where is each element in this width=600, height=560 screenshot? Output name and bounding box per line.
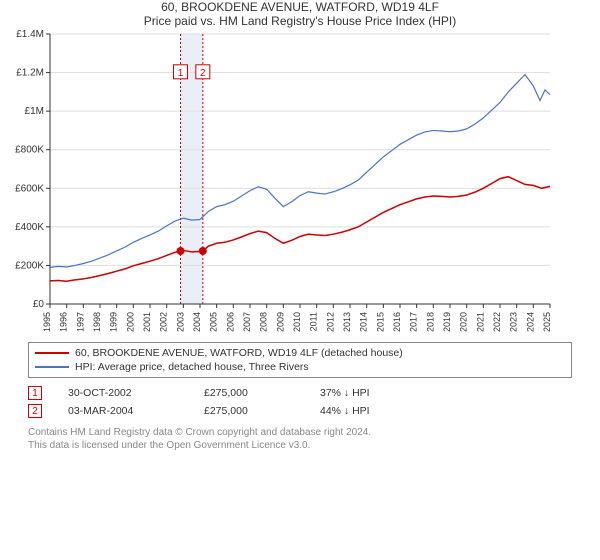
svg-text:2012: 2012: [325, 312, 335, 332]
svg-text:1995: 1995: [42, 312, 52, 332]
transaction-marker: 2: [28, 404, 42, 418]
svg-text:2019: 2019: [442, 312, 452, 332]
svg-text:1996: 1996: [59, 312, 69, 332]
price-chart: £0 £200K £400K £600K £800K £1M £1.2M £1.4M 1995 1…: [0, 28, 600, 338]
svg-text:2014: 2014: [359, 312, 369, 332]
transaction-date: 03-MAR-2004: [68, 405, 178, 417]
svg-text:1: 1: [178, 68, 184, 79]
transaction-price: £275,000: [204, 405, 294, 417]
chart-svg: £0 £200K £400K £600K £800K £1M £1.2M £1.4M 1995 1…: [0, 28, 560, 338]
footer-line-1: Contains HM Land Registry data © Crown c…: [28, 426, 572, 439]
svg-text:2017: 2017: [409, 312, 419, 332]
svg-text:2008: 2008: [259, 312, 269, 332]
svg-text:2009: 2009: [275, 312, 285, 332]
svg-text:2022: 2022: [492, 312, 502, 332]
footer-line-2: This data is licensed under the Open Gov…: [28, 439, 572, 452]
legend-item: HPI: Average price, detached house, Thre…: [35, 360, 565, 374]
svg-text:2010: 2010: [292, 312, 302, 332]
transaction-delta: 44% ↓ HPI: [320, 405, 370, 417]
svg-text:2018: 2018: [425, 312, 435, 332]
svg-text:2021: 2021: [475, 312, 485, 332]
svg-text:£1M: £1M: [25, 106, 44, 117]
footer-attribution: Contains HM Land Registry data © Crown c…: [28, 426, 572, 452]
transaction-row: 1 30-OCT-2002 £275,000 37% ↓ HPI: [28, 384, 572, 402]
transactions-table: 1 30-OCT-2002 £275,000 37% ↓ HPI 2 03-MAR-200…: [28, 384, 572, 420]
svg-text:£0: £0: [33, 299, 45, 310]
svg-text:2006: 2006: [225, 312, 235, 332]
svg-text:1999: 1999: [109, 312, 119, 332]
svg-text:£800K: £800K: [15, 145, 44, 156]
transaction-row: 2 03-MAR-2004 £275,000 44% ↓ HPI: [28, 402, 572, 420]
chart-title-2: Price paid vs. HM Land Registry's House …: [0, 14, 600, 28]
transaction-delta: 37% ↓ HPI: [320, 387, 370, 399]
svg-text:2024: 2024: [525, 312, 535, 332]
svg-text:2023: 2023: [509, 312, 519, 332]
legend-label: 60, BROOKDENE AVENUE, WATFORD, WD19 4LF …: [75, 347, 403, 359]
chart-title-1: 60, BROOKDENE AVENUE, WATFORD, WD19 4LF: [0, 0, 600, 14]
svg-text:1997: 1997: [75, 312, 85, 332]
svg-text:2003: 2003: [175, 312, 185, 332]
svg-text:2020: 2020: [459, 312, 469, 332]
legend-label: HPI: Average price, detached house, Thre…: [75, 361, 309, 373]
svg-text:2011: 2011: [309, 312, 319, 331]
svg-text:2000: 2000: [125, 312, 135, 332]
svg-text:2025: 2025: [542, 312, 552, 332]
legend-item: 60, BROOKDENE AVENUE, WATFORD, WD19 4LF …: [35, 346, 565, 360]
svg-text:1998: 1998: [92, 312, 102, 332]
transaction-price: £275,000: [204, 387, 294, 399]
transaction-marker: 1: [28, 386, 42, 400]
svg-text:2015: 2015: [375, 312, 385, 332]
svg-text:£1.2M: £1.2M: [16, 68, 44, 79]
svg-text:2005: 2005: [209, 312, 219, 332]
svg-text:2007: 2007: [242, 312, 252, 332]
svg-text:2004: 2004: [192, 312, 202, 332]
svg-text:£1.4M: £1.4M: [16, 29, 44, 40]
svg-text:2002: 2002: [159, 312, 169, 332]
svg-text:2001: 2001: [142, 312, 152, 332]
legend-swatch: [35, 352, 69, 354]
legend: 60, BROOKDENE AVENUE, WATFORD, WD19 4LF …: [28, 342, 572, 378]
transaction-date: 30-OCT-2002: [68, 387, 178, 399]
svg-text:£400K: £400K: [15, 222, 44, 233]
svg-text:£600K: £600K: [15, 183, 44, 194]
svg-text:2013: 2013: [342, 312, 352, 332]
svg-text:2: 2: [200, 68, 206, 79]
legend-swatch: [35, 366, 69, 368]
svg-text:£200K: £200K: [15, 260, 44, 271]
svg-text:2016: 2016: [392, 312, 402, 332]
